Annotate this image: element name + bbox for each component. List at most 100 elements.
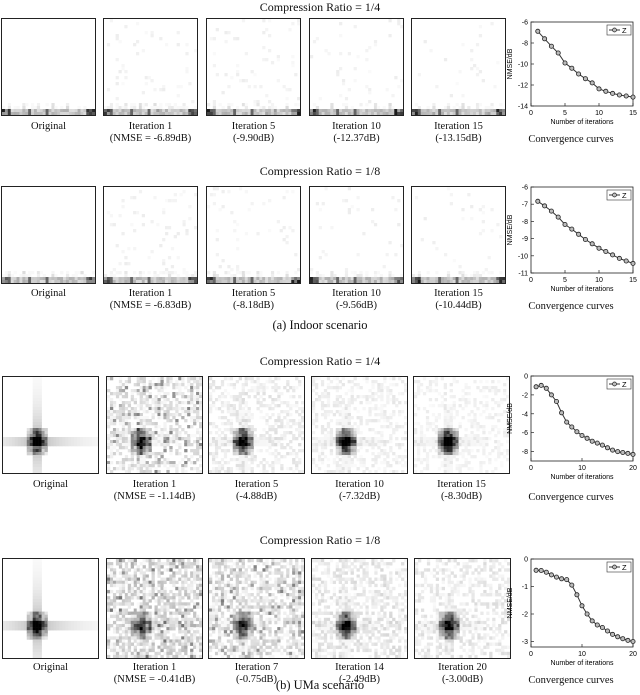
panel-caption: Iteration 10 (-9.56dB) [301,288,412,312]
iteration-image-panel [414,558,511,659]
panel-caption-line2: (-9.90dB) [232,133,275,144]
data-point [569,226,575,232]
panel-caption-line1: Iteration 15 [434,288,483,299]
y-tick-label: -14 [518,104,528,111]
panel-caption-line2: (-3.00dB) [441,674,484,685]
data-point [596,245,602,251]
panel-caption-line1: Iteration 20 [438,662,487,673]
y-tick-label: -9 [522,236,528,243]
data-point [620,636,626,642]
panel-caption: Iteration 20 (-3.00dB) [406,662,519,686]
convergence-chart-svg: 0 10 20 0 -1 -2 -3 Number of iterations NMSE/dB Z [507,557,637,668]
panel-caption-line2: (NMSE = -6.83dB) [109,300,192,311]
panel-caption: Iteration 14 (-2.49dB) [303,662,416,686]
compression-ratio-title: Compression Ratio = 1/8 [259,533,381,547]
panel-caption: Iteration 1 (NMSE = -1.14dB) [98,479,211,503]
panel-caption-line1: Iteration 1 [132,662,177,673]
data-point [615,449,621,455]
convergence-chart: 0 5 10 15 -6 -8 -10 -12 -14 Number of iterations N… [505,16,637,136]
panel-caption-line2: (-13.15dB) [435,133,482,144]
data-point [533,384,539,390]
y-axis-label: NMSE/dB [507,214,514,245]
panel-caption-line2: (-7.32dB) [338,491,381,502]
data-point [548,43,554,49]
data-point [603,88,609,94]
data-point [579,433,585,439]
legend-marker [612,564,617,570]
convergence-chart: 0 10 20 0 -1 -2 -3 Number of iterations NMSE/dB Z [505,553,637,677]
data-point [603,249,609,255]
data-point [579,603,585,609]
convergence-chart: 0 5 10 15 -6 -7 -8 -9 -10 -11 Number of iterations… [505,181,637,303]
chart-caption: Convergence curves [528,492,614,503]
data-point [554,398,560,404]
data-point [623,258,629,264]
convergence-chart-svg: 0 5 10 15 -6 -7 -8 -9 -10 -11 Number of iterations… [507,185,637,294]
scenario-label: (b) UMa scenario [275,678,365,692]
panel-caption-line1: Iteration 15 [437,479,486,490]
data-point [589,618,595,624]
x-tick-label: 0 [529,110,533,117]
y-tick-label: -10 [518,62,528,69]
data-point [605,445,611,451]
panel-caption-line1: Iteration 1 [128,288,173,299]
panel-caption-line2: (-0.75dB) [235,674,278,685]
csi-heatmap [310,19,403,115]
panel-caption: Iteration 15 (-10.44dB) [403,288,514,312]
data-point [616,255,622,261]
panel-caption-line1: Original [33,479,68,490]
panel-caption: Iteration 15 (-13.15dB) [403,121,514,145]
panel-caption-line2: (-12.37dB) [333,133,380,144]
data-point [594,440,600,446]
legend-label: Z [622,380,627,389]
data-point [564,419,570,425]
x-tick-label: 20 [629,465,637,472]
panel-caption-line1: Original [33,662,68,673]
data-point [559,576,565,582]
iteration-image-panel [311,376,408,474]
convergence-chart-svg: 0 10 20 0 -2 -4 -6 -8 Number of iterations NMSE/d… [507,374,637,482]
x-tick-label: 20 [629,651,637,658]
data-point [610,252,616,258]
data-point [542,203,548,209]
csi-heatmap [207,19,300,115]
data-point [548,572,554,578]
y-tick-label: -4 [522,411,528,418]
csi-heatmap [412,19,505,115]
y-tick-label: -3 [522,639,528,646]
csi-heatmap [412,187,505,283]
data-point [596,86,602,92]
panel-caption: Iteration 10 (-7.32dB) [303,479,416,503]
data-point [569,582,575,588]
x-axis-label: Number of iterations [550,660,614,667]
data-point [574,429,580,435]
panel-caption: Iteration 5 (-8.18dB) [198,288,309,312]
compression-ratio-title: Compression Ratio = 1/8 [259,164,381,178]
y-tick-label: -6 [522,185,528,192]
panel-caption-line2: (-2.49dB) [338,674,381,685]
iteration-image-panel [208,376,305,474]
panel-caption: Iteration 15 (-8.30dB) [405,479,518,503]
csi-heatmap [107,377,202,473]
data-point [594,622,600,628]
compression-ratio-title: Compression Ratio = 1/4 [259,0,381,14]
y-axis-label: NMSE/dB [507,403,514,434]
chart-caption: Convergence curves [528,134,614,145]
data-point [630,260,636,266]
csi-heatmap [107,559,202,658]
data-point [542,36,548,42]
legend-label: Z [622,26,627,35]
original-image-panel [2,376,99,474]
panel-caption-line1: Iteration 15 [434,121,483,132]
csi-heatmap [2,187,95,283]
x-tick-label: 15 [629,277,637,284]
data-point [535,28,541,34]
data-point [615,634,621,640]
x-tick-label: 10 [595,277,603,284]
convergence-chart: 0 10 20 0 -2 -4 -6 -8 Number of iterations NMSE/d… [505,370,637,491]
panel-caption: Iteration 1 (NMSE = -0.41dB) [98,662,211,686]
iteration-image-panel [411,186,506,284]
csi-heatmap [312,377,407,473]
data-point [555,50,561,56]
data-point [630,94,636,100]
